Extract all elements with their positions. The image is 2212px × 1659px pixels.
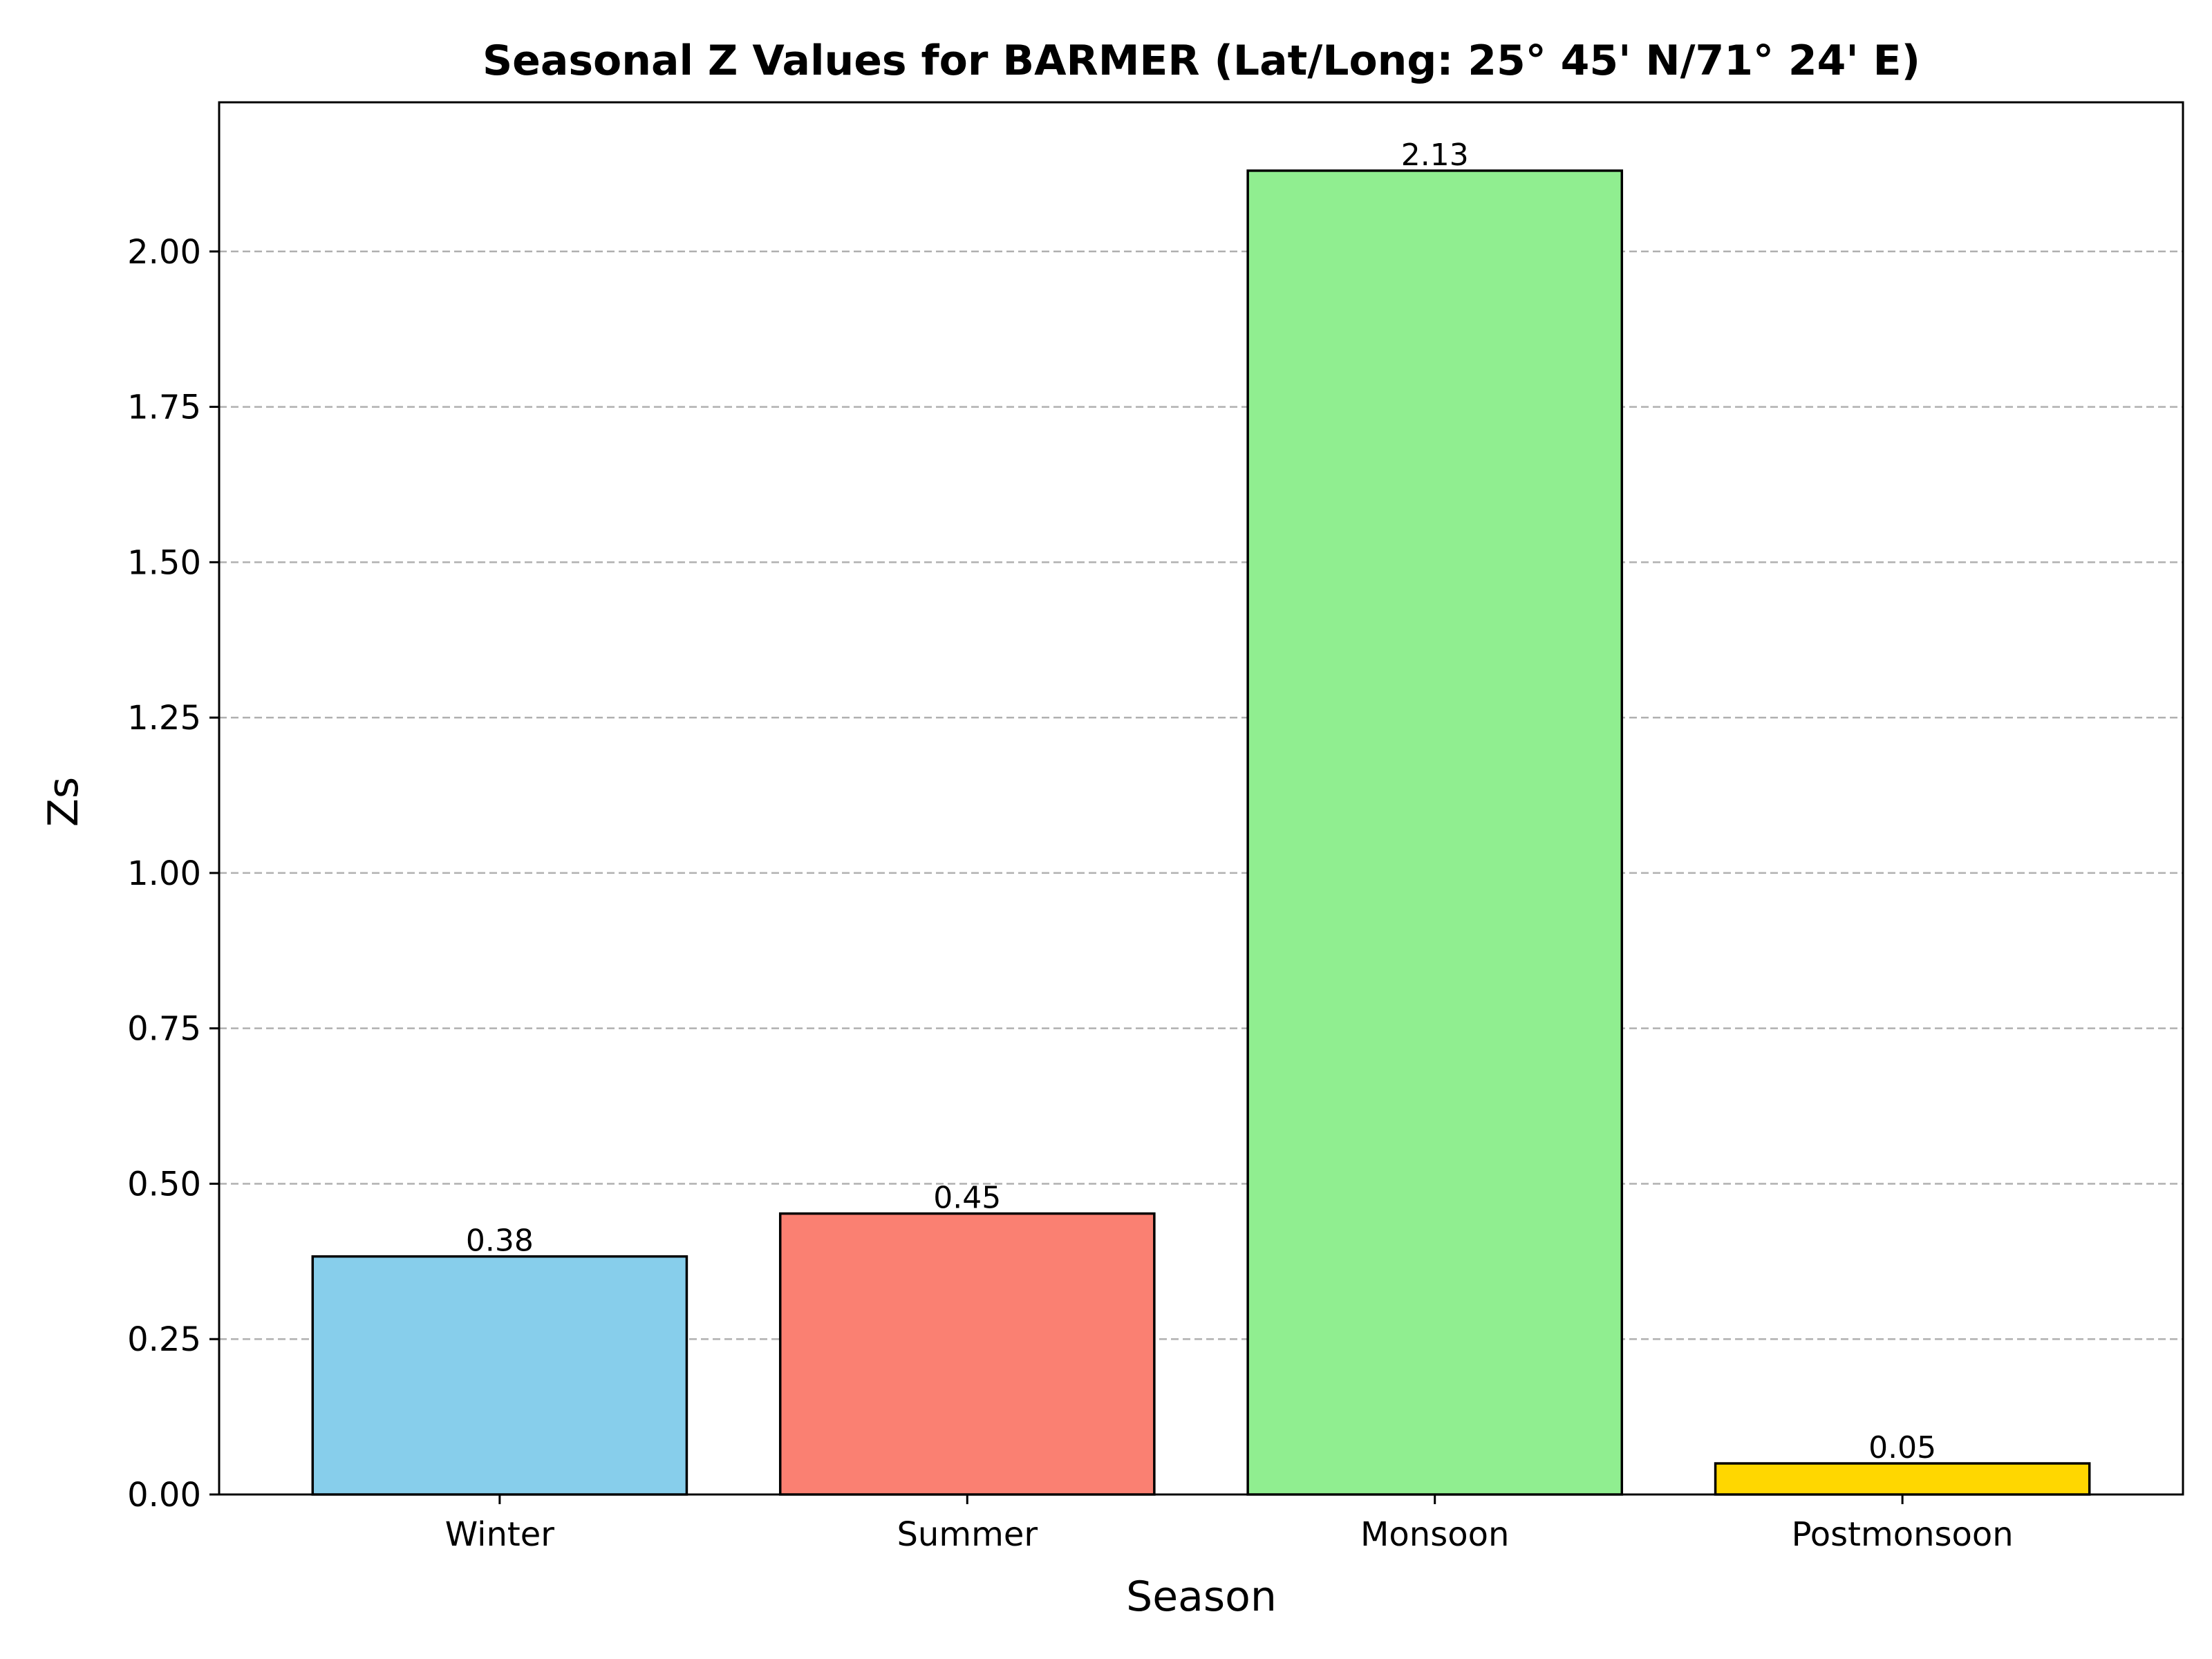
value-label: 0.05: [1868, 1430, 1936, 1465]
y-tick-label: 1.00: [127, 854, 201, 893]
y-tick-label: 1.25: [127, 699, 201, 738]
bar-winter: [311, 1255, 688, 1496]
value-labels: 0.38 0.45 2.13 0.05: [466, 138, 1936, 1465]
y-axis-ticks: 0.00 0.25 0.50 0.75 1.00 1.25 1.50 1.75 2.00: [127, 233, 219, 1515]
x-axis-ticks: Winter Summer Monsoon Postmonsoon: [445, 1494, 2014, 1554]
bar-summer: [778, 1212, 1156, 1496]
gridlines: [219, 250, 2183, 1496]
y-tick-label: 0.75: [127, 1010, 201, 1049]
chart-title: Seasonal Z Values for BARMER (Lat/Long: …: [482, 37, 1920, 85]
bar-postmonsoon: [1714, 1462, 2091, 1496]
plot-frame: [218, 101, 2184, 1496]
value-label: 0.38: [466, 1224, 534, 1259]
x-tick-label: Winter: [445, 1515, 555, 1554]
x-tick-label: Postmonsoon: [1792, 1515, 2014, 1554]
y-tick-label: 0.50: [127, 1165, 201, 1203]
x-tick-label: Summer: [897, 1515, 1038, 1554]
bars: [311, 169, 2091, 1496]
y-tick-label: 0.25: [127, 1320, 201, 1359]
y-tick-label: 2.00: [127, 233, 201, 272]
y-axis-label: Zs: [39, 777, 88, 827]
bar-monsoon: [1246, 169, 1624, 1496]
value-label: 0.45: [933, 1181, 1001, 1216]
value-label: 2.13: [1401, 138, 1469, 173]
y-tick-label: 0.00: [127, 1476, 201, 1515]
y-tick-label: 1.50: [127, 543, 201, 582]
x-axis-label: Season: [1126, 1573, 1277, 1621]
x-tick-label: Monsoon: [1360, 1515, 1509, 1554]
y-tick-label: 1.75: [127, 388, 201, 427]
